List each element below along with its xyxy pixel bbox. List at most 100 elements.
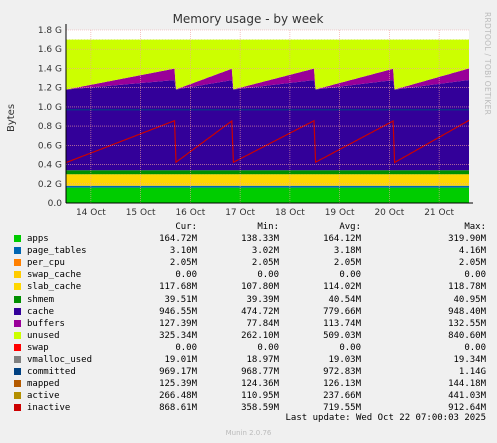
legend-name: per_cpu — [27, 258, 65, 269]
x-tick-label: 15 Oct — [126, 208, 156, 218]
col-min-header: Min: — [257, 222, 279, 232]
legend-avg: 0.00 — [339, 342, 361, 353]
legend-row-swap: swap 0.00 0.00 0.00 0.00 — [0, 342, 497, 354]
legend-min: 474.72M — [241, 306, 279, 317]
legend-avg: 126.13M — [323, 379, 361, 390]
legend-max: 948.40M — [448, 306, 486, 317]
area-unused — [66, 39, 469, 90]
area-buffers — [66, 68, 469, 90]
legend-max: 118.78M — [448, 282, 486, 293]
legend-cur: 0.00 — [175, 270, 197, 281]
legend-name: active — [27, 391, 60, 402]
legend-row-apps: apps 164.72M 138.33M 164.12M 319.90M — [0, 233, 497, 245]
plot-area: 0.0 0.2 G 0.4 G 0.6 G 0.8 G 1.0 G 1.2 G 1.4 G 1.… — [38, 24, 473, 218]
area-slab-cache — [66, 174, 469, 186]
legend-min: 0.00 — [257, 342, 279, 353]
legend-cur: 868.61M — [159, 403, 197, 414]
legend-swatch — [14, 259, 21, 267]
legend-max: 40.95M — [453, 294, 486, 305]
legend-avg: 164.12M — [323, 234, 361, 245]
y-axis-label: Bytes — [6, 104, 17, 132]
legend-name: unused — [27, 330, 60, 341]
legend-name: slab_cache — [27, 282, 82, 293]
legend-cur: 117.68M — [159, 282, 197, 293]
legend-row-slab-cache: slab_cache 117.68M 107.80M 114.02M 118.78M — [0, 281, 497, 293]
legend-row-committed: committed 969.17M 968.77M 972.83M 1.14G — [0, 366, 497, 378]
legend-swatch — [14, 331, 21, 339]
legend-swatch — [14, 343, 21, 351]
legend-swatch — [14, 235, 21, 243]
legend-min: 18.97M — [246, 355, 279, 366]
y-tick-label: 1.2 G — [38, 84, 62, 94]
legend-row-active: active 266.48M 110.95M 237.66M 441.03M — [0, 390, 497, 402]
legend-swatch — [14, 380, 21, 388]
legend-min: 124.36M — [241, 379, 279, 390]
y-tick-label: 0.2 G — [38, 180, 62, 190]
legend-name: swap — [27, 342, 49, 353]
munin-version: Munin 2.0.76 — [225, 429, 272, 437]
legend-min: 3.02M — [251, 246, 279, 257]
legend-avg: 719.55M — [323, 403, 361, 414]
legend-max: 2.05M — [458, 258, 486, 269]
legend-table: Cur: Min: Avg: Max: apps 164.72M 138.33M 16… — [0, 221, 497, 415]
legend-swatch — [14, 356, 21, 364]
legend-max: 840.60M — [448, 330, 486, 341]
legend-row-swap-cache: swap_cache 0.00 0.00 0.00 0.00 — [0, 269, 497, 281]
legend-cur: 325.34M — [159, 330, 197, 341]
legend-avg: 237.66M — [323, 391, 361, 402]
legend-avg: 0.00 — [339, 270, 361, 281]
legend-rows: apps 164.72M 138.33M 164.12M 319.90M page_tab… — [0, 233, 497, 414]
legend-row-mapped: mapped 125.39M 124.36M 126.13M 144.18M — [0, 378, 497, 390]
legend-swatch — [14, 404, 21, 412]
legend-name: page_tables — [27, 246, 87, 257]
legend-avg: 509.03M — [323, 330, 361, 341]
x-tick-label: 17 Oct — [225, 208, 255, 218]
legend-name: apps — [27, 234, 49, 245]
legend-max: 0.00 — [464, 270, 486, 281]
legend-row-vmalloc-used: vmalloc_used 19.01M 18.97M 19.03M 19.34M — [0, 354, 497, 366]
legend-row-buffers: buffers 127.39M 77.84M 113.74M 132.55M — [0, 318, 497, 330]
legend-avg: 3.18M — [333, 246, 361, 257]
legend-cur: 3.10M — [169, 246, 197, 257]
legend-avg: 113.74M — [323, 318, 361, 329]
legend-cur: 125.39M — [159, 379, 197, 390]
legend-min: 2.05M — [251, 258, 279, 269]
legend-min: 262.10M — [241, 330, 279, 341]
legend-cur: 266.48M — [159, 391, 197, 402]
y-tick-label: 0.0 — [48, 199, 63, 209]
legend-name: buffers — [27, 318, 65, 329]
y-tick-label: 1.6 G — [38, 45, 62, 55]
y-tick-label: 1.8 G — [38, 26, 62, 36]
col-max-header: Max: — [464, 222, 486, 232]
col-avg-header: Avg: — [339, 222, 361, 232]
legend-cur: 2.05M — [169, 258, 197, 269]
legend-max: 132.55M — [448, 318, 486, 329]
legend-name: committed — [27, 367, 76, 378]
legend-row-per-cpu: per_cpu 2.05M 2.05M 2.05M 2.05M — [0, 257, 497, 269]
legend-swatch — [14, 247, 21, 255]
legend-cur: 0.00 — [175, 342, 197, 353]
legend-row-inactive: inactive 868.61M 358.59M 719.55M 912.64M — [0, 402, 497, 414]
y-tick-label: 0.4 G — [38, 161, 62, 171]
legend-swatch — [14, 295, 21, 303]
legend-min: 358.59M — [241, 403, 279, 414]
legend-min: 0.00 — [257, 270, 279, 281]
legend-name: mapped — [27, 379, 60, 390]
x-tick-label: 19 Oct — [325, 208, 355, 218]
legend-max: 144.18M — [448, 379, 486, 390]
legend-avg: 40.54M — [328, 294, 361, 305]
legend-cur: 946.55M — [159, 306, 197, 317]
legend-name: inactive — [27, 403, 71, 414]
legend-swatch — [14, 319, 21, 327]
legend-cur: 19.01M — [164, 355, 197, 366]
area-cache — [66, 80, 469, 171]
legend-avg: 19.03M — [328, 355, 361, 366]
legend-min: 107.80M — [241, 282, 279, 293]
legend-max: 319.90M — [448, 234, 486, 245]
x-tick-label: 21 Oct — [424, 208, 454, 218]
legend-cur: 164.72M — [159, 234, 197, 245]
legend-avg: 2.05M — [333, 258, 361, 269]
legend-avg: 972.83M — [323, 367, 361, 378]
legend-swatch — [14, 392, 21, 400]
